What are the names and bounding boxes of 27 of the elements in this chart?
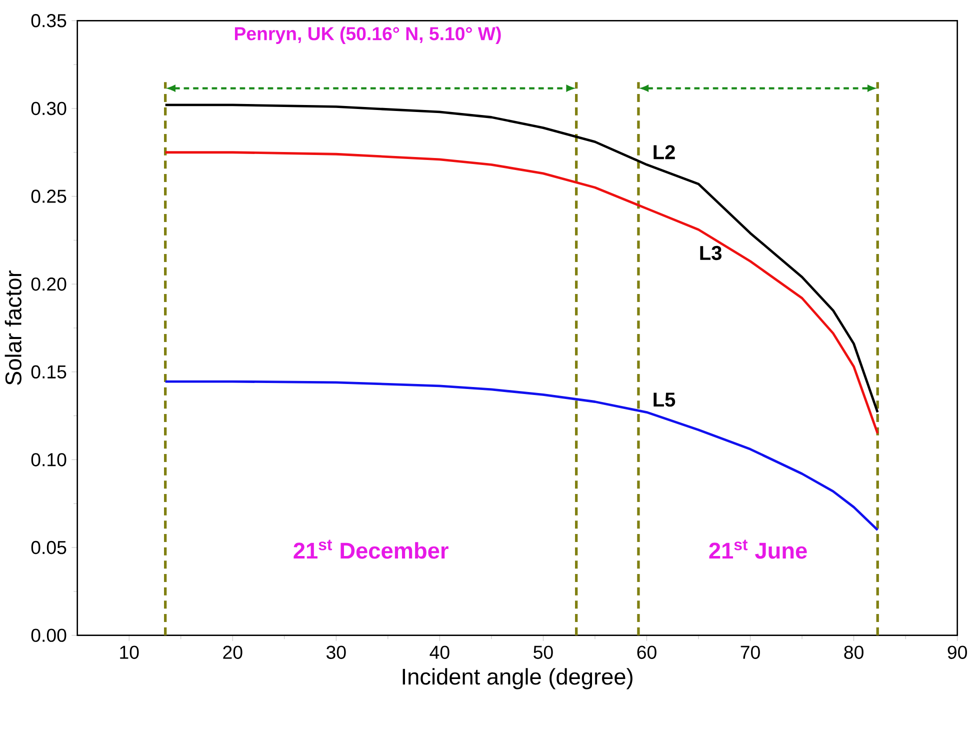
y-tick-label: 0.30: [31, 102, 66, 116]
y-tick-label: 0.00: [31, 628, 66, 642]
x-tick-label: 80: [844, 646, 864, 659]
annotation: 21$^{st}$ June: [709, 540, 807, 559]
line-series: [164, 104, 879, 414]
x-axis-title: Incident angle (degree): [402, 668, 632, 690]
y-tick-label: 0.20: [31, 277, 66, 291]
series-label: L3: [700, 246, 722, 260]
x-tick-label: 70: [740, 646, 760, 659]
y-axis-title: Solar factor: [4, 270, 22, 385]
x-tick-label: 90: [948, 646, 967, 659]
x-tick-label: 40: [430, 646, 450, 659]
x-tick-label: 30: [326, 646, 346, 659]
y-tick-label: 0.15: [31, 365, 66, 379]
x-tick-label: 50: [534, 646, 553, 659]
x-tick-label: 20: [223, 646, 242, 659]
y-tick-label: 0.35: [31, 14, 66, 28]
x-tick-label: 60: [637, 646, 656, 659]
y-tick-label: 0.10: [31, 453, 66, 466]
y-tick-label: 0.25: [31, 190, 66, 203]
series-label: L2: [654, 145, 675, 160]
y-tick-label: 0.05: [31, 540, 66, 554]
annotation: 21$^{st}$ December: [294, 540, 448, 559]
chart-title: Penryn, UK (50.16° N, 5.10° W): [234, 26, 501, 44]
x-tick-label: 10: [120, 646, 139, 659]
series-label: L5: [654, 392, 676, 407]
line-series: [164, 380, 879, 532]
